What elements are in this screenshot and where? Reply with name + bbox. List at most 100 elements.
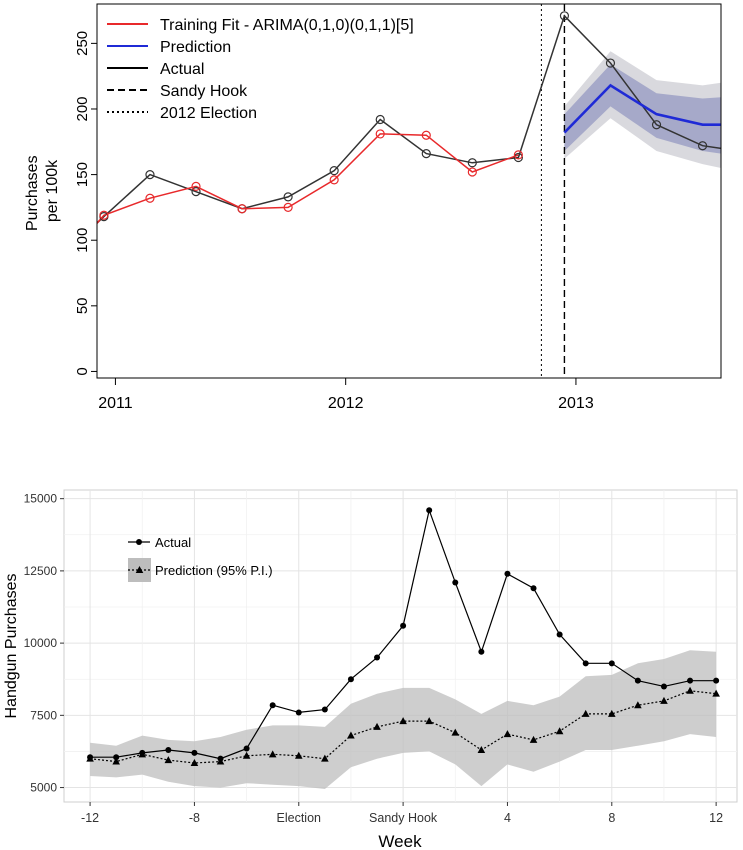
bottom-actual-point-19 xyxy=(582,660,589,667)
bottom-actual-point-8 xyxy=(295,709,302,716)
top-series-1-point-6 xyxy=(329,175,339,185)
top-plot-border xyxy=(96,3,722,379)
bottom-prediction-point-23 xyxy=(686,686,694,694)
bottom-prediction-point-5 xyxy=(216,757,225,765)
bottom-y-axis-label: Handgun Purchases xyxy=(3,574,20,719)
top-series-1-point-9 xyxy=(467,167,477,177)
bottom-actual-point-6 xyxy=(243,745,250,752)
bottom-actual-point-4 xyxy=(191,749,198,756)
top-series-1-point-7 xyxy=(375,129,385,139)
bottom-legend-label-1: Prediction (95% P.I.) xyxy=(155,563,273,578)
top-series-1-point-5 xyxy=(283,202,293,213)
top-series-1-point-1 xyxy=(99,210,109,220)
top-y-tick-label-5: 250 xyxy=(74,31,91,56)
bottom-y-tick-label-0: 5000 xyxy=(30,781,57,795)
bottom-prediction-point-0 xyxy=(86,754,94,762)
bottom-actual-point-23 xyxy=(687,677,694,684)
bottom-actual-point-22 xyxy=(660,683,667,690)
top-series-line-2 xyxy=(563,83,721,134)
bottom-prediction-point-6 xyxy=(242,751,251,759)
top-series-1-point-10 xyxy=(513,150,523,160)
bottom-actual-point-3 xyxy=(165,747,172,753)
bottom-actual-point-15 xyxy=(478,648,485,655)
bottom-prediction-point-21 xyxy=(634,701,642,709)
top-series-0-point-5 xyxy=(283,192,293,202)
bottom-prediction-point-13 xyxy=(425,717,433,725)
top-y-tick-label-2: 100 xyxy=(74,228,91,253)
top-series-1-point-8 xyxy=(421,130,431,140)
bottom-prediction-point-2 xyxy=(138,750,147,758)
top-series-line-0 xyxy=(97,14,721,224)
top-chart: 0 50 100 150 200 250 2011 2012 2013 Purchases p… xyxy=(24,3,722,412)
bottom-actual-point-16 xyxy=(504,570,511,577)
bottom-x-axis-label: Week xyxy=(378,832,422,850)
bottom-prediction-point-9 xyxy=(321,754,329,762)
top-y-axis-label-line-2: per 100k xyxy=(44,159,61,222)
bottom-legend-key-prediction-marker xyxy=(135,566,144,573)
top-y-axis-label: Purchases per 100k xyxy=(24,151,61,231)
top-y-tick-label-0: 0 xyxy=(74,367,91,375)
bottom-legend: Actual Prediction (95% P.I.) xyxy=(128,535,273,582)
bottom-actual-point-14 xyxy=(452,579,459,586)
bottom-actual-point-20 xyxy=(608,660,615,667)
bottom-y-tick-label-3: 12500 xyxy=(24,564,58,578)
top-legend-label-0: Training Fit - ARIMA(0,1,0)(0,1,1)[5] xyxy=(160,17,414,34)
bottom-x-tick-label-0: -12 xyxy=(81,811,99,825)
top-legend-label-2: Actual xyxy=(160,61,204,78)
bottom-prediction-point-14 xyxy=(451,728,460,736)
top-y-tick-label-3: 150 xyxy=(74,162,91,187)
bottom-prediction-point-12 xyxy=(399,717,407,725)
top-series-1-point-2 xyxy=(145,193,155,203)
bottom-actual-point-24 xyxy=(713,677,720,684)
bottom-y-tick-label-1: 7500 xyxy=(30,708,57,722)
bottom-prediction-point-4 xyxy=(190,759,199,766)
top-series-line-1 xyxy=(97,133,519,224)
bottom-x-tick-label-1: -8 xyxy=(189,811,200,825)
bottom-actual-point-9 xyxy=(321,706,328,713)
top-legend: Training Fit - ARIMA(0,1,0)(0,1,1)[5] Pre… xyxy=(107,17,414,122)
top-series-0-point-11 xyxy=(559,11,570,21)
bottom-y-tick-label-2: 10000 xyxy=(24,636,58,650)
top-legend-label-4: 2012 Election xyxy=(160,105,257,122)
top-series-0-point-6 xyxy=(329,166,339,176)
bottom-x-tick-label-2: Election xyxy=(277,811,322,825)
bottom-x-tick-label-5: 8 xyxy=(608,811,615,825)
top-legend-label-3: Sandy Hook xyxy=(160,83,248,100)
top-y-tick-label-4: 200 xyxy=(74,96,91,121)
bottom-prediction-point-16 xyxy=(503,730,512,738)
bottom-prediction-point-17 xyxy=(529,735,538,743)
top-series-0-point-9 xyxy=(467,158,477,168)
bottom-prediction-point-20 xyxy=(607,709,616,717)
bottom-actual-point-18 xyxy=(556,631,563,638)
top-y-tick-label-1: 50 xyxy=(74,297,91,314)
bottom-prediction-point-22 xyxy=(660,696,668,704)
bottom-prediction-point-19 xyxy=(581,709,590,717)
bottom-actual-point-11 xyxy=(374,654,381,661)
bottom-x-tick-label-3: Sandy Hook xyxy=(369,811,438,825)
bottom-prediction-point-18 xyxy=(555,727,564,735)
top-series-1-point-4 xyxy=(237,204,247,214)
bottom-x-tick-label-6: 12 xyxy=(709,811,723,825)
top-series-0-point-7 xyxy=(375,114,385,125)
bottom-actual-point-12 xyxy=(400,622,407,629)
top-series-0-point-10 xyxy=(513,152,523,163)
bottom-prediction-point-24 xyxy=(712,689,720,697)
top-series-0-point-3 xyxy=(191,187,201,197)
top-x-tick-label-1: 2012 xyxy=(328,395,364,412)
bottom-actual-point-21 xyxy=(634,677,641,684)
bottom-prediction-point-1 xyxy=(112,757,120,765)
bottom-prediction-point-3 xyxy=(164,756,173,764)
top-legend-label-1: Prediction xyxy=(160,39,231,56)
bottom-legend-key-actual-marker xyxy=(136,539,142,545)
bottom-prediction-point-15 xyxy=(477,746,486,753)
bottom-prediction-point-11 xyxy=(373,722,381,730)
bottom-prediction-point-7 xyxy=(268,750,277,758)
bottom-chart: 5000 7500 10000 12500 15000 -12 -8 Election San… xyxy=(3,489,738,850)
bottom-actual-point-13 xyxy=(426,507,433,514)
top-series-0-point-13 xyxy=(651,120,662,130)
bottom-y-tick-label-4: 15000 xyxy=(24,492,58,506)
bottom-prediction-point-8 xyxy=(294,751,303,759)
top-series-0-point-8 xyxy=(421,149,431,159)
bottom-legend-label-0: Actual xyxy=(155,535,191,550)
